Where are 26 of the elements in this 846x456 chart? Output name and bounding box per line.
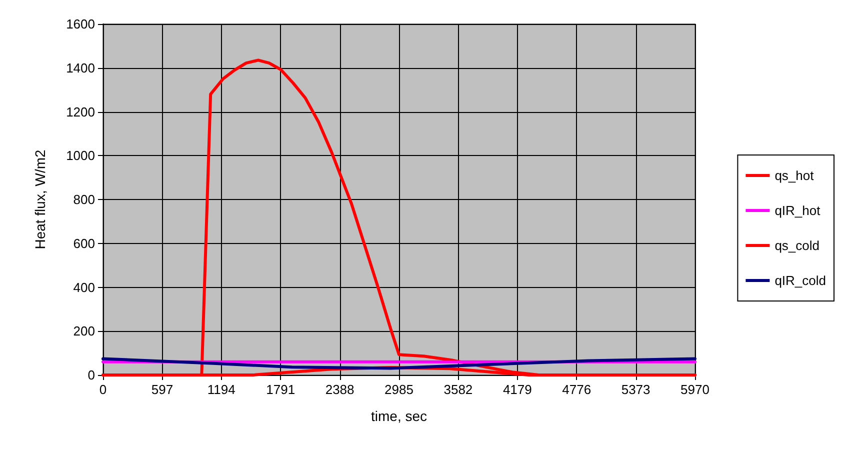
y-tick-label: 0 [88, 368, 95, 382]
x-tick-label: 597 [151, 382, 174, 397]
x-tick-label: 3582 [444, 382, 473, 397]
x-tick-label: 1791 [266, 382, 296, 397]
legend-label: qIR_hot [774, 203, 821, 218]
x-axis-title: time, sec [370, 408, 428, 424]
y-tick-label: 1200 [66, 104, 95, 120]
y-tick-label: 1400 [66, 60, 95, 76]
y-tick-label: 1600 [66, 16, 95, 32]
y-tick-label: 1000 [66, 148, 95, 164]
y-axis-title: Heat flux, W/m2 [32, 150, 48, 250]
y-tick-label: 600 [73, 236, 95, 251]
legend-label: qs_hot [774, 168, 814, 183]
x-tick-label: 2985 [384, 382, 414, 397]
x-tick-label: 1194 [207, 382, 236, 397]
legend-label: qs_cold [774, 238, 820, 253]
x-tick-label: 4776 [562, 382, 592, 397]
x-tick-label: 0 [99, 382, 107, 397]
x-tick-label: 4179 [502, 382, 532, 397]
y-tick-label: 800 [73, 192, 95, 207]
x-tick-label: 5970 [680, 382, 710, 397]
x-tick-label: 2388 [325, 382, 354, 397]
legend-label: qIR_cold [774, 273, 826, 288]
y-tick-label: 200 [73, 324, 95, 339]
y-tick-label: 400 [73, 280, 95, 295]
x-tick-label: 5373 [621, 382, 650, 397]
